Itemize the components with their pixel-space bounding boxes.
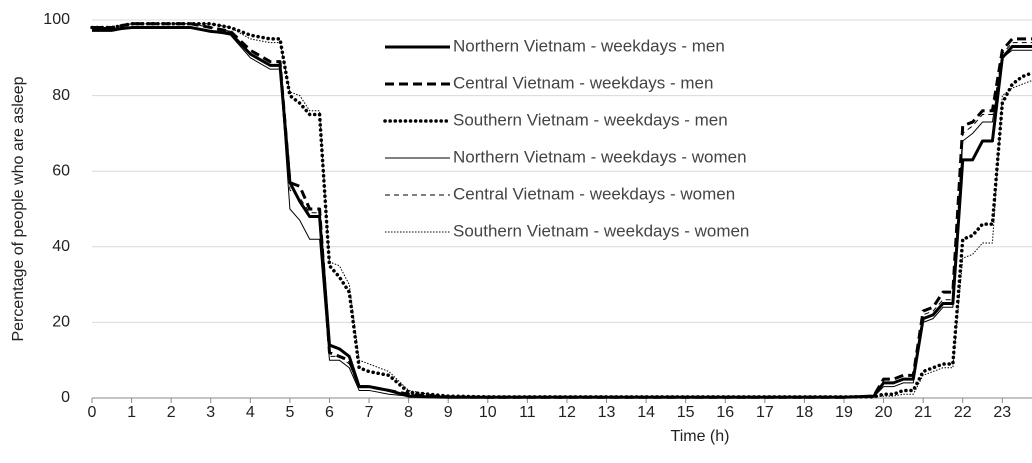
series-line — [92, 23, 1032, 398]
y-tick-label: 60 — [52, 162, 70, 179]
x-tick-label: 11 — [519, 404, 536, 421]
y-tick-label: 100 — [43, 11, 70, 28]
y-tick-label: 40 — [52, 238, 70, 255]
x-tick-label: 16 — [716, 404, 734, 421]
legend-label: Southern Vietnam - weekdays - men — [453, 110, 728, 129]
y-tick-label: 80 — [52, 87, 70, 104]
x-tick-label: 22 — [954, 404, 972, 421]
series-line — [92, 27, 1032, 398]
x-tick-label: 5 — [285, 404, 294, 421]
y-tick-label: 0 — [61, 389, 70, 406]
y-tick-label: 20 — [52, 314, 70, 331]
x-tick-label: 2 — [167, 404, 176, 421]
x-tick-label: 7 — [365, 404, 374, 421]
x-tick-label: 3 — [206, 404, 215, 421]
x-tick-label: 23 — [993, 404, 1011, 421]
x-tick-label: 13 — [598, 404, 616, 421]
x-axis-title: Time (h) — [671, 428, 730, 445]
x-tick-label: 6 — [325, 404, 334, 421]
x-tick-label: 12 — [558, 404, 576, 421]
x-tick-label: 15 — [677, 404, 695, 421]
x-tick-label: 14 — [637, 404, 655, 421]
legend-label: Northern Vietnam - weekdays - women — [453, 147, 747, 166]
x-tick-label: 1 — [127, 404, 136, 421]
x-tick-label: 10 — [479, 404, 497, 421]
x-tick-label: 21 — [914, 404, 932, 421]
x-tick-label: 8 — [404, 404, 413, 421]
x-tick-label: 4 — [246, 404, 255, 421]
x-tick-label: 19 — [835, 404, 853, 421]
legend-label: Central Vietnam - weekdays - men — [453, 73, 713, 92]
x-tick-label: 9 — [444, 404, 453, 421]
legend-label: Southern Vietnam - weekdays - women — [453, 221, 749, 240]
series-line — [92, 23, 1032, 398]
y-axis-title: Percentage of people who are asleep — [10, 76, 27, 341]
x-tick-label: 0 — [88, 404, 97, 421]
legend-label: Central Vietnam - weekdays - women — [453, 184, 735, 203]
x-tick-label: 20 — [875, 404, 893, 421]
series-line — [90, 22, 1032, 399]
x-tick-label: 18 — [796, 404, 814, 421]
x-tick-label: 17 — [756, 404, 774, 421]
legend-label: Northern Vietnam - weekdays - men — [453, 36, 725, 55]
